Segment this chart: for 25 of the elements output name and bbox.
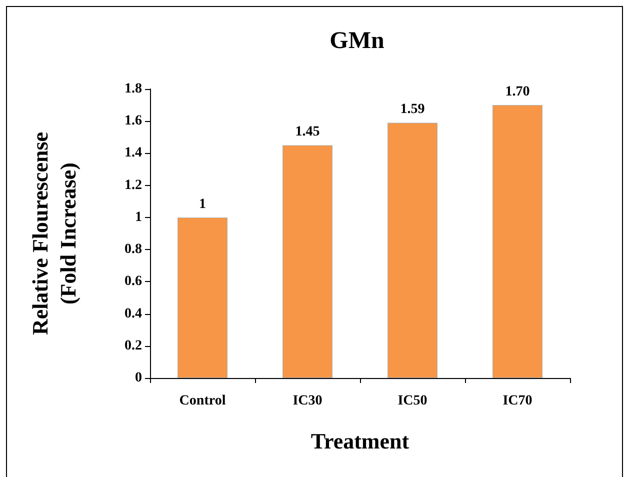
x-tick-label: IC50 [398,394,428,408]
y-tick-label: 1.6 [124,114,142,129]
x-axis-title: Treatment [310,428,410,454]
y-tick-label: 0 [135,370,142,386]
y-tick-label: 0.2 [124,338,142,354]
y-tick-label: 0.8 [124,242,142,258]
x-tick-label: IC30 [292,394,322,408]
y-axis-title: Relative Flourescense (Fold Increase) [28,132,80,336]
y-tick-label: 1.8 [124,82,142,96]
y-tick-label: 1.2 [124,178,142,193]
bar [178,217,228,378]
data-label: 1.59 [400,102,425,118]
y-tick-label: 0.4 [124,306,142,322]
y-tick-label: 1 [135,210,142,225]
bar [492,105,542,378]
bar [282,145,332,378]
data-label: 1.70 [505,84,530,100]
data-label: 1.45 [295,124,320,140]
data-label: 1 [199,196,206,212]
y-tick-label: 0.6 [124,274,142,290]
x-tick-label: IC70 [502,394,532,408]
bar [388,122,438,378]
y-tick-label: 1.4 [124,146,142,161]
chart-title: GMn [330,28,384,54]
x-tick-label: Control [179,394,226,408]
